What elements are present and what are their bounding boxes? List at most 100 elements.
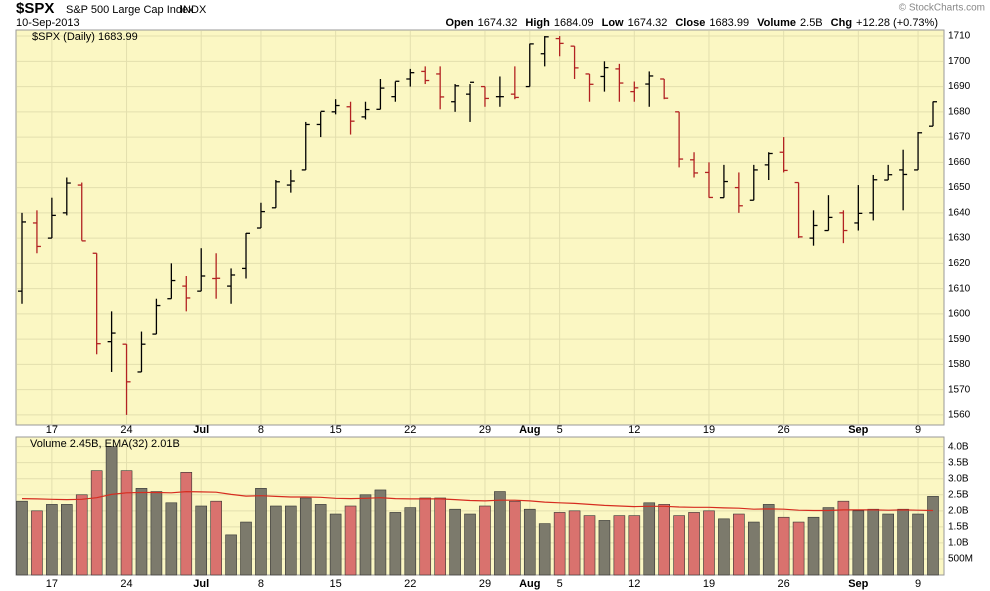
volume-bar xyxy=(777,516,790,576)
volume-bar xyxy=(449,508,461,576)
volume-bar xyxy=(329,513,342,576)
price-panel xyxy=(15,29,945,426)
volume-bar xyxy=(150,491,163,576)
exchange: INDX xyxy=(180,4,207,16)
index-name: S&P 500 Large Cap Index xyxy=(66,4,194,16)
quote-label: Open xyxy=(445,17,473,29)
symbol: $SPX xyxy=(16,0,54,17)
y-tick-label: 4.0B xyxy=(948,441,969,452)
x-tick-label: Sep xyxy=(848,424,868,436)
volume-bar xyxy=(240,521,252,576)
x-tick-label: 22 xyxy=(404,424,416,436)
volume-bar xyxy=(434,497,446,576)
volume-bar xyxy=(46,504,58,576)
volume-bar xyxy=(210,500,222,576)
volume-bar xyxy=(61,504,73,576)
volume-bar xyxy=(494,491,506,576)
volume-bar xyxy=(404,507,417,576)
x-tick-label: Sep xyxy=(848,578,868,590)
date: 10-Sep-2013 xyxy=(16,17,80,29)
volume-bar xyxy=(762,504,775,576)
quote-label: Volume xyxy=(757,17,796,29)
y-tick-label: 1640 xyxy=(948,207,971,218)
y-tick-label: 1620 xyxy=(948,258,971,269)
y-tick-label: 1560 xyxy=(948,410,971,421)
y-tick-label: 500M xyxy=(948,554,973,565)
volume-bar xyxy=(822,507,835,576)
x-tick-label: 9 xyxy=(915,424,921,436)
x-tick-label: 12 xyxy=(628,424,640,436)
y-tick-label: 1700 xyxy=(948,56,971,67)
volume-bar xyxy=(90,470,103,576)
x-tick-label: 5 xyxy=(557,578,563,590)
volume-bar xyxy=(598,520,611,576)
y-tick-label: 1.5B xyxy=(948,522,969,533)
volume-bar xyxy=(314,504,327,576)
x-tick-label: Aug xyxy=(519,578,540,590)
volume-bar xyxy=(285,505,297,576)
x-tick-label: 9 xyxy=(915,578,921,590)
volume-bar xyxy=(912,513,924,576)
volume-bar xyxy=(703,510,715,576)
volume-bar xyxy=(658,504,670,576)
volume-bar xyxy=(523,508,536,576)
volume-bar xyxy=(195,505,208,576)
volume-bar xyxy=(568,510,581,576)
x-tick-label: 15 xyxy=(329,578,341,590)
volume-bar xyxy=(270,505,282,576)
y-tick-label: 1610 xyxy=(948,283,971,294)
y-tick-label: 1600 xyxy=(948,309,971,320)
volume-bar xyxy=(688,512,700,576)
volume-bar xyxy=(135,488,148,576)
volume-bar xyxy=(344,505,357,576)
x-tick-label: 24 xyxy=(120,578,132,590)
ema-line xyxy=(21,490,934,512)
x-tick-label: 8 xyxy=(258,578,264,590)
price-legend: $SPX (Daily) 1683.99 xyxy=(32,31,138,43)
x-tick-label: 26 xyxy=(778,578,790,590)
quote-value: 1674.32 xyxy=(628,17,668,29)
y-tick-label: 1570 xyxy=(948,384,971,395)
x-tick-label: 17 xyxy=(46,424,58,436)
volume-bar xyxy=(927,496,939,576)
volume-bar xyxy=(673,515,685,576)
y-tick-label: 1660 xyxy=(948,157,971,168)
volume-bar xyxy=(897,508,909,576)
volume-bar xyxy=(31,510,43,576)
y-tick-label: 2.5B xyxy=(948,489,969,500)
quote-label: Low xyxy=(602,17,624,29)
volume-bar xyxy=(792,521,805,576)
volume-bar xyxy=(613,515,626,576)
y-tick-label: 1630 xyxy=(948,233,971,244)
volume-bar xyxy=(882,513,894,576)
volume-bar xyxy=(299,497,312,576)
volume-bar xyxy=(553,512,566,576)
x-tick-label: Jul xyxy=(193,424,209,436)
volume-bar xyxy=(538,523,551,576)
y-tick-label: 2.0B xyxy=(948,505,969,516)
volume-bar xyxy=(837,500,850,576)
quote-value: 1683.99 xyxy=(709,17,749,29)
x-tick-label: 8 xyxy=(258,424,264,436)
quote-value: 1684.09 xyxy=(554,17,594,29)
copyright: © StockCharts.com xyxy=(899,3,985,14)
quote-value: +12.28 (+0.73%) xyxy=(856,17,938,29)
y-tick-label: 1680 xyxy=(948,106,971,117)
y-tick-label: 1710 xyxy=(948,31,971,42)
volume-bar xyxy=(867,508,880,576)
x-tick-label: 15 xyxy=(329,424,341,436)
x-tick-label: 17 xyxy=(46,578,58,590)
y-tick-label: 1.0B xyxy=(948,538,969,549)
quote-label: Close xyxy=(675,17,705,29)
quote-label: Chg xyxy=(831,17,852,29)
quote-label: High xyxy=(525,17,550,29)
x-tick-label: 5 xyxy=(557,424,563,436)
quote-value: 2.5B xyxy=(800,17,823,29)
volume-bar xyxy=(374,489,387,576)
x-tick-label: 19 xyxy=(703,578,715,590)
volume-bar xyxy=(359,494,372,576)
volume-bar xyxy=(852,510,865,576)
volume-legend: Volume 2.45B, EMA(32) 2.01B xyxy=(30,438,180,450)
